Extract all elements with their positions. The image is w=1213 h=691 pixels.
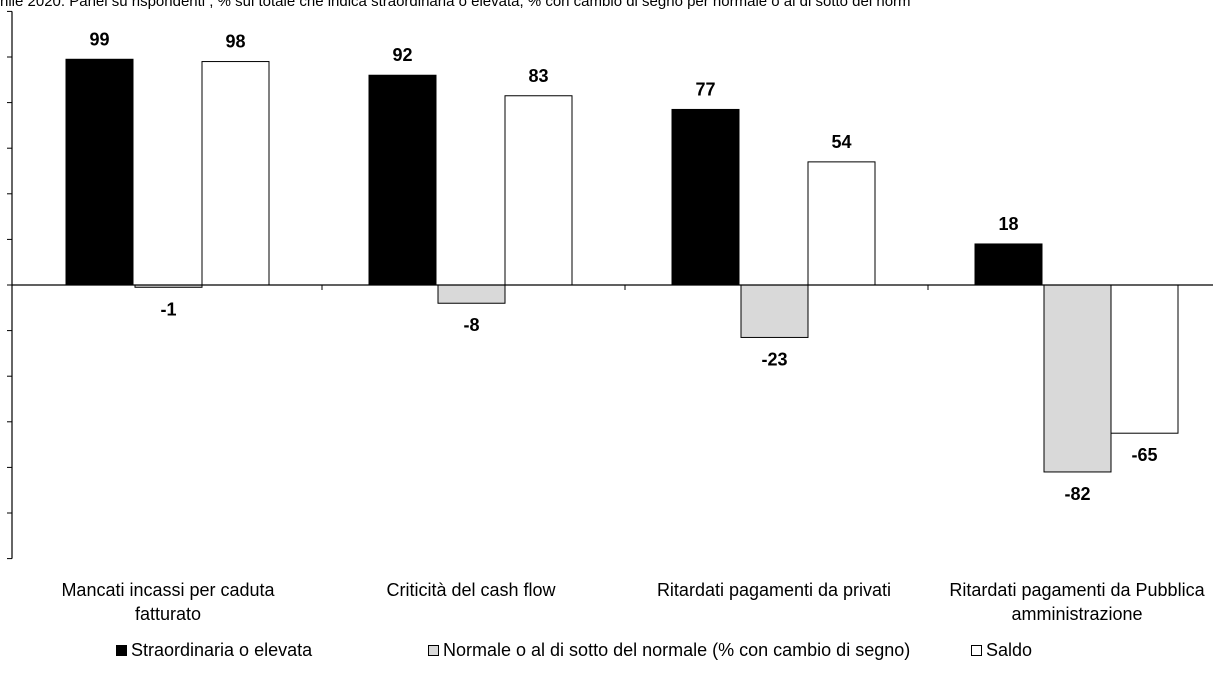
bar	[740, 284, 809, 338]
category-label: amministrazione	[1011, 604, 1142, 624]
value-label: -23	[761, 349, 787, 369]
bar	[437, 284, 506, 304]
value-label: -1	[160, 299, 176, 319]
bar	[1043, 284, 1112, 473]
axes	[11, 11, 1213, 559]
chart-subtitle: nile 2020. Panel su rispondenti ; % sul …	[0, 0, 911, 10]
category-labels: Mancati incassi per caduta fatturato Criti…	[61, 580, 1205, 624]
value-label: 92	[392, 45, 412, 65]
bar	[201, 61, 270, 286]
legend-item: Straordinaria o elevata	[116, 640, 312, 661]
legend-label: Saldo	[986, 640, 1033, 660]
legend-swatch	[428, 645, 439, 656]
bar	[504, 95, 573, 286]
category-label: Ritardati pagamenti da Pubblica	[949, 580, 1205, 600]
value-label: 54	[831, 132, 851, 152]
value-labels: 99 92 77 18 -1 -8 -23 -82 98 83 54 -65	[89, 29, 1157, 504]
bar	[671, 108, 740, 286]
value-label: -82	[1064, 484, 1090, 504]
legend-swatch	[116, 645, 127, 656]
value-label: 83	[528, 66, 548, 86]
category-label: fatturato	[135, 604, 201, 624]
bars	[65, 58, 1179, 473]
value-label: 98	[225, 32, 245, 52]
bar	[974, 243, 1043, 286]
bar	[1110, 284, 1179, 434]
value-label: 18	[998, 214, 1018, 234]
legend-item: Saldo	[971, 640, 1032, 661]
bar	[65, 58, 134, 286]
value-label: -65	[1131, 445, 1157, 465]
legend-item: Normale o al di sotto del normale (% con…	[428, 640, 910, 661]
value-label: 99	[89, 29, 109, 49]
legend-label: Straordinaria o elevata	[131, 640, 313, 660]
category-label: Mancati incassi per caduta	[61, 580, 275, 600]
category-label: Criticità del cash flow	[386, 580, 556, 600]
legend: Straordinaria o elevata Normale o al di s…	[0, 640, 1213, 668]
category-label: Ritardati pagamenti da privati	[657, 580, 891, 600]
value-label: -8	[463, 315, 479, 335]
legend-swatch	[971, 645, 982, 656]
y-axis-ticks	[7, 10, 12, 560]
legend-label: Normale o al di sotto del normale (% con…	[443, 640, 911, 660]
value-label: 77	[695, 79, 715, 99]
bar	[368, 74, 437, 286]
bar	[807, 161, 876, 286]
bar-chart: 99 92 77 18 -1 -8 -23 -82 98 83 54 -65 Mancati inca…	[7, 10, 1213, 624]
